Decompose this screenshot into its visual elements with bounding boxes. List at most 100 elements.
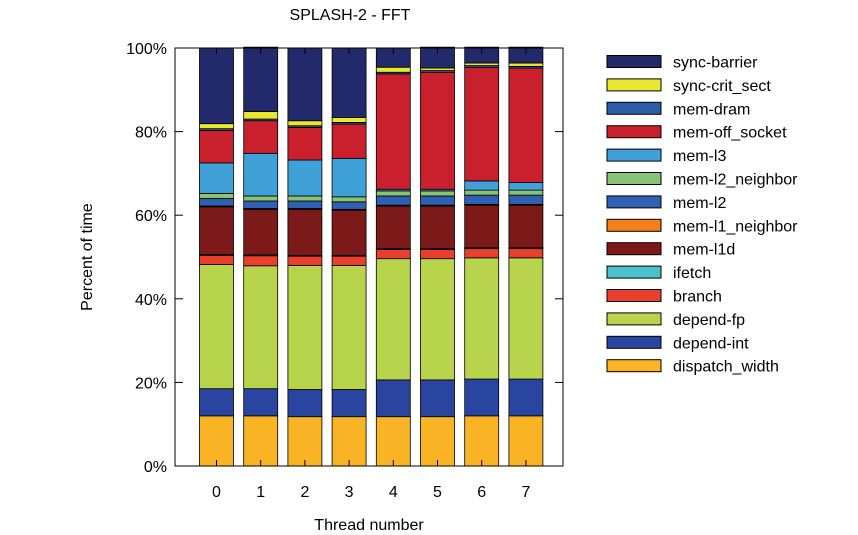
bar-segment-mem-l2-thread-7 (508, 194, 544, 205)
bar-segment-mem-l1d-thread-1 (243, 208, 279, 256)
legend-swatch-mem-off_socket (606, 125, 662, 139)
bar-segment-mem-l3-thread-7 (508, 182, 544, 191)
bar-segment-mem-l1d-thread-7 (508, 204, 544, 249)
legend-label-ifetch: ifetch (673, 265, 711, 282)
bar-segment-mem-l2-thread-0 (199, 198, 234, 207)
bar-segment-branch-thread-7 (508, 248, 544, 259)
bar-segment-mem-l2_neighbor-thread-4 (375, 190, 411, 197)
legend-swatch-branch (606, 289, 662, 302)
bar-segment-mem-off_socket-thread-3 (331, 123, 367, 159)
legend-label-depend-int: depend-int (673, 335, 749, 352)
bar-segment-branch-thread-5 (420, 249, 455, 260)
bar-segment-sync-crit_sect-thread-2 (287, 120, 323, 127)
bar-segment-depend-int-thread-4 (375, 379, 411, 418)
bar-segment-mem-l1d-thread-3 (331, 209, 367, 256)
bar-segment-dispatch_width-thread-4 (375, 416, 411, 467)
bar-segment-mem-off_socket-thread-2 (287, 127, 323, 161)
bar-segment-mem-l2-thread-6 (464, 194, 500, 205)
x-tick-label: 1 (256, 484, 265, 501)
bar-segment-mem-l3-thread-2 (287, 159, 323, 197)
bar-segment-depend-fp-thread-0 (199, 264, 234, 390)
legend-swatch-mem-l2 (606, 195, 662, 209)
y-tick-label: 40% (135, 292, 167, 309)
bar-segment-depend-fp-thread-6 (464, 257, 500, 380)
legend-label-dispatch_width: dispatch_width (673, 359, 779, 376)
legend-label-mem-off_socket: mem-off_socket (673, 125, 787, 142)
bar-segment-mem-l2-thread-3 (331, 201, 367, 210)
bar-segment-depend-int-thread-3 (331, 389, 367, 418)
legend-swatch-mem-l1d (606, 242, 662, 256)
y-tick-label: 20% (135, 375, 167, 392)
bar-segment-branch-thread-3 (331, 255, 367, 266)
bar-segment-sync-crit_sect-thread-0 (199, 123, 234, 130)
bar-segment-branch-thread-6 (464, 248, 500, 259)
bar-segment-mem-l2-thread-1 (243, 200, 279, 209)
bar-segment-mem-l2-thread-5 (420, 195, 455, 206)
bar-segment-mem-l2-thread-2 (287, 200, 323, 209)
legend-label-depend-fp: depend-fp (673, 312, 745, 329)
bar-segment-mem-l2_neighbor-thread-7 (508, 189, 544, 196)
y-tick-label: 80% (135, 125, 167, 142)
bar-segment-mem-l1d-thread-5 (420, 205, 455, 250)
bar-segment-depend-fp-thread-5 (420, 258, 455, 381)
legend-swatch-sync-barrier (606, 55, 662, 68)
bar-segment-branch-thread-2 (287, 255, 323, 266)
legend-swatch-mem-dram (606, 101, 662, 115)
bar-segment-mem-l2_neighbor-thread-3 (331, 196, 367, 203)
bar-segment-mem-l1d-thread-6 (464, 204, 500, 249)
bar-segment-mem-l2_neighbor-thread-0 (199, 193, 234, 199)
x-tick-label: 7 (521, 484, 530, 501)
bar-segment-mem-l3-thread-0 (199, 162, 234, 194)
bar-segment-sync-barrier-thread-3 (331, 47, 367, 118)
x-tick-label: 2 (300, 484, 309, 501)
bar-segment-branch-thread-1 (243, 255, 279, 267)
bar-segment-mem-off_socket-thread-1 (243, 120, 279, 154)
bar-segment-mem-l3-thread-3 (331, 157, 367, 198)
legend-swatch-mem-l1_neighbor (606, 218, 662, 232)
axes: 0 1 2 3 4 5 6 7 0% 20% 40% 60% 80% 100% (126, 41, 564, 501)
bar-segment-mem-l2_neighbor-thread-5 (420, 190, 455, 197)
bar-segment-depend-int-thread-0 (199, 388, 234, 417)
bar-segment-depend-fp-thread-4 (375, 258, 411, 381)
bar-segment-mem-l2_neighbor-thread-2 (287, 195, 323, 202)
bar-segment-dispatch_width-thread-7 (508, 415, 544, 467)
bar-segment-sync-crit_sect-thread-4 (375, 66, 411, 73)
bar-segment-mem-off_socket-thread-0 (199, 129, 234, 164)
legend-label-sync-barrier: sync-barrier (673, 55, 758, 72)
legend-swatch-sync-crit_sect (606, 78, 662, 92)
bar-segment-depend-fp-thread-7 (508, 257, 544, 380)
bar-segment-mem-off_socket-thread-6 (464, 66, 500, 182)
bar-segment-sync-barrier-thread-6 (464, 46, 500, 64)
y-tick-label: 100% (126, 41, 167, 58)
bar-segment-branch-thread-4 (375, 249, 411, 260)
bar-segment-mem-l1d-thread-0 (199, 206, 234, 255)
bar-segment-sync-crit_sect-thread-7 (508, 62, 544, 67)
bar-segment-depend-fp-thread-2 (287, 264, 323, 390)
plot-area (199, 46, 544, 467)
chart-title: SPLASH-2 - FFT (290, 7, 411, 24)
legend-label-mem-l1_neighbor: mem-l1_neighbor (673, 218, 798, 235)
bar-segment-mem-off_socket-thread-7 (508, 67, 544, 183)
y-axis-label: Percent of time (79, 203, 96, 311)
legend-swatch-mem-l3 (606, 148, 662, 162)
x-axis-label: Thread number (314, 517, 424, 534)
bar-segment-dispatch_width-thread-2 (287, 416, 323, 467)
x-tick-label: 5 (433, 484, 442, 501)
plot-frame (174, 47, 564, 467)
bar-segment-sync-barrier-thread-0 (199, 47, 234, 125)
bar-segment-mem-l1d-thread-4 (375, 205, 411, 250)
bar-segment-mem-l2_neighbor-thread-6 (464, 189, 500, 196)
bar-segment-sync-crit_sect-thread-1 (243, 111, 279, 120)
bar-segment-sync-barrier-thread-7 (508, 46, 544, 64)
legend-swatch-dispatch_width (606, 359, 662, 373)
x-tick-label: 6 (477, 484, 486, 501)
legend-swatch-depend-fp (606, 312, 662, 326)
bar-segment-depend-fp-thread-3 (331, 264, 367, 390)
bar-segment-depend-int-thread-6 (464, 378, 500, 417)
bar-segment-mem-l2_neighbor-thread-1 (243, 195, 279, 202)
bar-segment-depend-int-thread-5 (420, 379, 455, 418)
bar-segment-depend-int-thread-7 (508, 378, 544, 417)
legend: sync-barrier sync-crit_sect mem-dram mem-of… (606, 55, 798, 376)
bar-segment-mem-off_socket-thread-5 (420, 71, 455, 190)
y-tick-label: 60% (135, 208, 167, 225)
